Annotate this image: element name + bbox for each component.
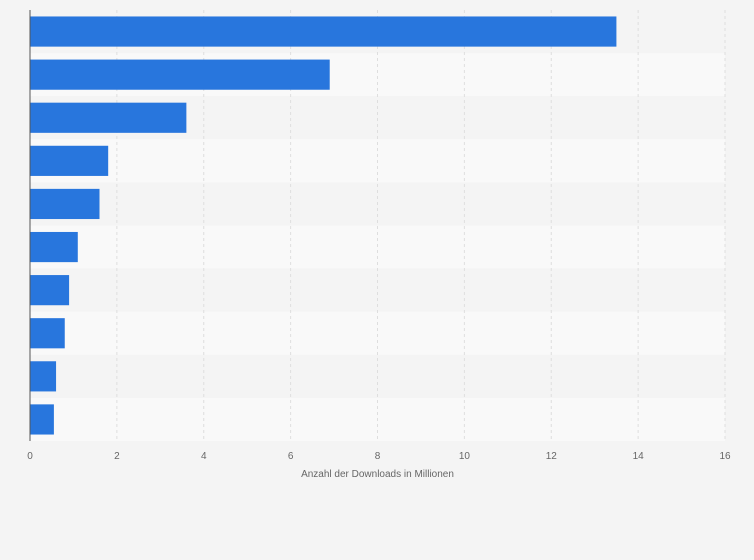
bar	[30, 231, 78, 263]
bar	[30, 404, 54, 435]
bar	[30, 102, 187, 133]
x-tick-labels: 0 2 4 6 8 10 12 14 16	[27, 451, 731, 462]
x-tick-label: 14	[633, 451, 645, 462]
x-tick-label: 16	[719, 451, 731, 462]
bar	[30, 188, 100, 220]
x-tick-label: 6	[288, 451, 294, 462]
x-tick-label: 4	[201, 451, 207, 462]
bar	[30, 361, 57, 392]
bar	[30, 318, 65, 349]
x-tick-label: 0	[27, 451, 33, 462]
x-tick-label: 12	[546, 451, 558, 462]
bar	[30, 275, 70, 306]
bar	[30, 145, 109, 176]
x-axis-title: Anzahl der Downloads in Millionen	[301, 469, 454, 480]
x-tick-label: 8	[375, 451, 381, 462]
bars	[30, 16, 617, 435]
bar	[30, 59, 330, 90]
bar	[30, 16, 617, 47]
x-tick-label: 10	[459, 451, 471, 462]
x-tick-label: 2	[114, 451, 120, 462]
